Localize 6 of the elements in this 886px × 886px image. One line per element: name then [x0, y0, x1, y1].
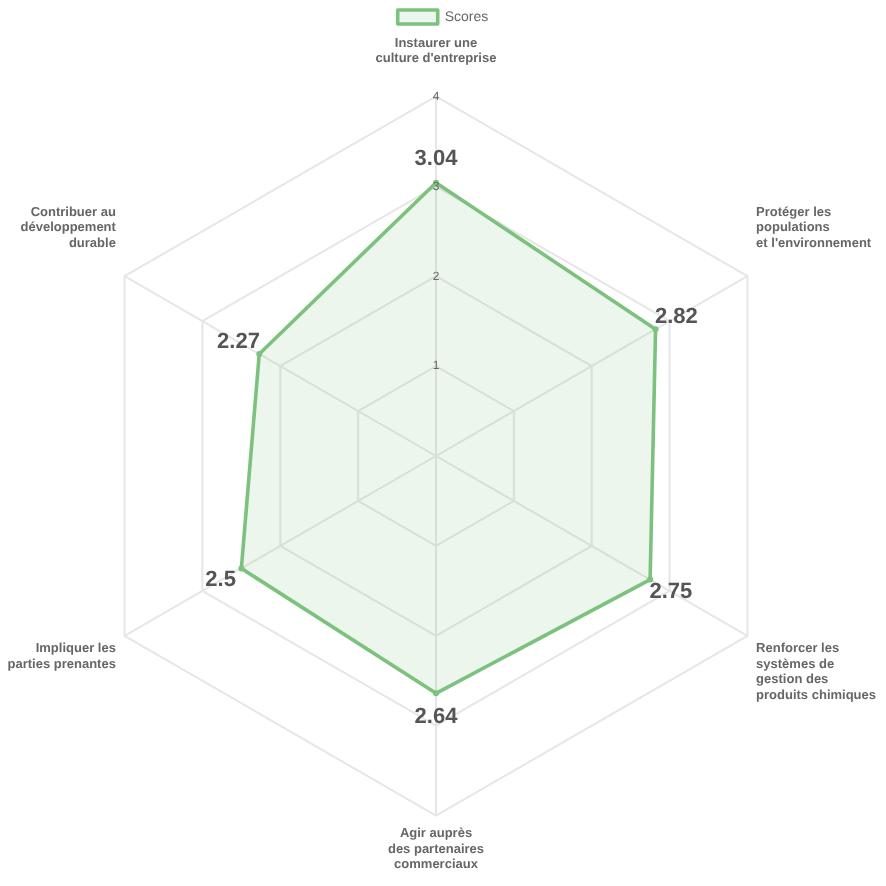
data-label: 3.04 [414, 146, 460, 171]
data-label: 2.27 [217, 330, 260, 355]
data-label: 2.82 [654, 305, 698, 330]
data-label: 2.75 [649, 579, 693, 604]
data-label: 2.5 [205, 568, 236, 593]
data-label: 2.64 [414, 705, 460, 730]
